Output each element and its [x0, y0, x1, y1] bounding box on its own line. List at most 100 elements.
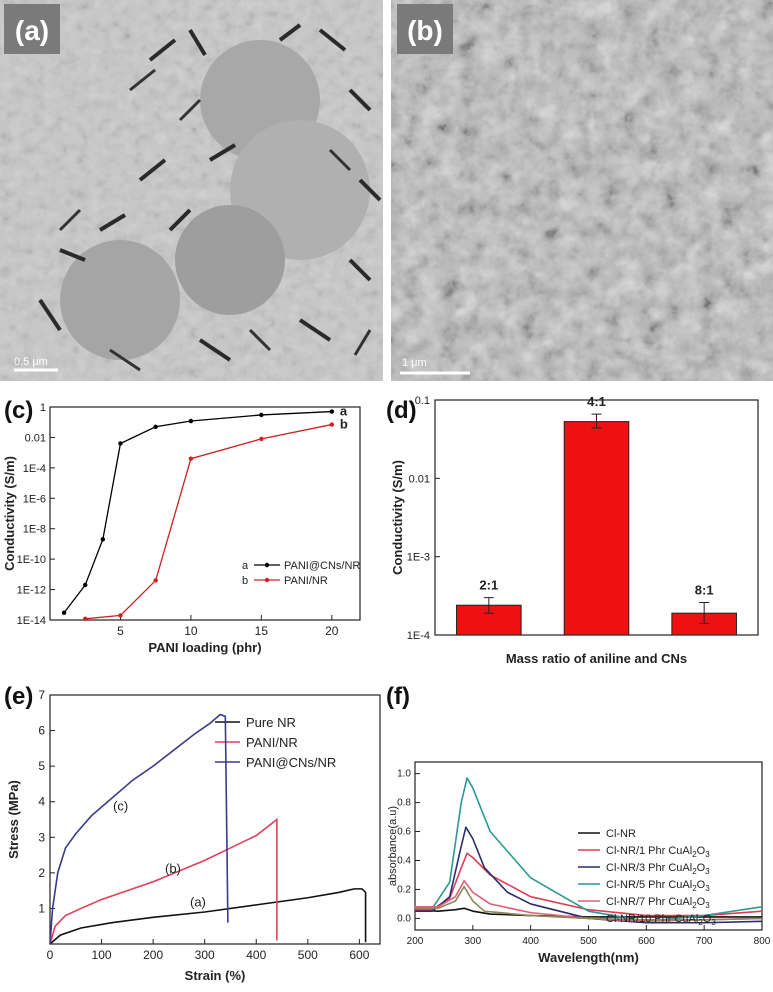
data-point-c-b [188, 456, 194, 461]
y-tick-label-c: 0.01 [25, 432, 46, 444]
legend-marker-c [264, 577, 270, 583]
y-axis-label-d: Conductivity (S/m) [390, 460, 405, 575]
data-point-c-b [329, 422, 335, 427]
chart-f: 200 300 400 500 600 700 800 0.0 0.2 0.4 0.6 0.8 1.0 W… [387, 761, 771, 965]
y-tick-label-f: 1.0 [397, 769, 411, 780]
y-tick-label-c: 1E-6 [23, 493, 46, 505]
data-point-c-b [259, 436, 264, 442]
data-point-c-a [153, 424, 158, 429]
curve-annotation-e: (a) [190, 895, 206, 910]
data-point-c-a [100, 537, 106, 542]
plot-frame-c [49, 406, 361, 621]
data-point-c-a [188, 418, 194, 424]
data-point-c-a [61, 610, 67, 615]
y-tick-label-c: 1E-14 [17, 615, 46, 627]
x-tick-label-f: 500 [580, 936, 597, 947]
y-tick-label-f: 0.6 [397, 827, 411, 838]
y-tick-label-d: 0.01 [409, 473, 430, 485]
x-tick-label-f: 300 [464, 936, 481, 947]
x-tick-label-f: 400 [522, 936, 539, 947]
series-end-label-c: b [340, 417, 348, 432]
y-tick-label-c: 1E-8 [23, 524, 46, 536]
panel-label-e: (e) [4, 683, 33, 710]
y-tick-label-c: 1E-12 [17, 585, 46, 597]
legend-marker-c [264, 562, 270, 568]
legend-label-f: Cl-NR/1 Phr CuAl2O3 [606, 845, 710, 859]
panel-label-b-box: (b) [397, 4, 453, 54]
panel-label-c: (c) [4, 397, 33, 424]
x-tick-label-c: 5 [117, 624, 124, 638]
y-tick-label-e: 2 [38, 866, 45, 880]
data-point-c-a [259, 412, 264, 418]
data-point-c-a [83, 582, 88, 588]
x-tick-label-c: 15 [255, 624, 269, 638]
y-tick-label-d: 0.1 [415, 395, 430, 407]
x-tick-label-f: 700 [696, 936, 713, 947]
legend-label-e: PANI@CNs/NR [246, 755, 336, 770]
y-tick-label-e: 6 [38, 724, 45, 738]
y-tick-label-e: 3 [38, 830, 45, 844]
panel-label-b: (b) [407, 15, 443, 46]
legend-key-c: a [242, 560, 249, 572]
y-tick-label-e: 5 [38, 759, 45, 773]
series-line-c-a [63, 410, 332, 614]
series-line-f [415, 826, 763, 924]
y-tick-label-c: 1E-10 [17, 554, 46, 566]
legend-label-f: Cl-NR/3 Phr CuAl2O3 [606, 862, 710, 876]
legend-label-e: Pure NR [246, 715, 296, 730]
legend-label-c: PANI@CNs/NR [284, 560, 360, 572]
x-tick-label-c: 10 [184, 624, 198, 638]
bar-label-d: 4:1 [587, 394, 606, 409]
y-tick-label-f: 0.8 [397, 798, 411, 809]
x-axis-label-d: Mass ratio of aniline and CNs [506, 651, 687, 666]
data-point-c-a [329, 409, 335, 414]
data-point-c-b [153, 578, 158, 583]
x-tick-label-f: 200 [407, 936, 424, 947]
plot-frame-e [49, 694, 381, 945]
bar-d [563, 421, 630, 636]
panel-label-a-box: (a) [4, 4, 60, 54]
chart-d: 0.1 0.01 1E-3 1E-4 2:1 4:1 8:1 Mass ratio of an… [390, 394, 759, 666]
y-tick-label-f: 0.0 [397, 913, 411, 924]
x-tick-label-f: 800 [754, 936, 771, 947]
y-axis-label-c: Conductivity (S/m) [2, 456, 17, 571]
data-point-c-b [118, 613, 123, 618]
x-tick-label-e: 500 [298, 948, 318, 962]
curve-annotation-e: (b) [165, 861, 181, 876]
y-tick-label-d: 1E-3 [407, 552, 430, 564]
legend-label-c: PANI/NR [284, 575, 328, 587]
scale-bar-a-label: 0.5 μm [14, 356, 48, 368]
y-tick-label-c: 1E-4 [23, 463, 46, 475]
y-axis-label-e: Stress (MPa) [6, 780, 21, 859]
series-line-f [414, 907, 762, 918]
y-axis-label-f: absorbance(a.u) [387, 806, 399, 886]
data-point-c-a [118, 441, 123, 446]
legend-label-f: Cl-NR/5 Phr CuAl2O3 [606, 879, 710, 893]
legend-label-f: Cl-NR/10 Phr CuAl2O3 [606, 913, 716, 927]
x-tick-label-e: 100 [92, 948, 112, 962]
legend-label-f: Cl-NR [606, 828, 636, 840]
chart-e: 0 100 200 300 400 500 600 1 2 3 4 5 6 7 Strain (%) Stre… [6, 688, 381, 983]
series-line-e [49, 817, 278, 945]
y-tick-label-e: 1 [38, 901, 45, 915]
y-tick-label-d: 1E-4 [407, 630, 430, 642]
scale-bar-a: 0.5 μm [14, 356, 58, 372]
series-line-e [49, 888, 367, 945]
curve-annotation-e: (c) [113, 799, 128, 814]
y-tick-label-f: 0.4 [397, 855, 411, 866]
panel-label-f: (f) [386, 683, 410, 710]
series-line-f [415, 879, 763, 923]
x-tick-label-e: 200 [143, 948, 163, 962]
x-tick-label-e: 400 [246, 948, 266, 962]
series-line-c-b [85, 423, 332, 620]
y-tick-label-f: 0.2 [397, 884, 411, 895]
scale-bar-b-label: 1 μm [402, 357, 427, 369]
scale-bar-b: 1 μm [400, 357, 470, 375]
x-tick-label-f: 600 [638, 936, 655, 947]
series-end-label-c: a [340, 404, 348, 419]
series-line-e [49, 713, 229, 945]
data-point-c-b [83, 616, 88, 621]
chart-c: 5 10 15 20 1 0.01 1E-4 1E-6 1E-8 1E-10 1E-12 1E-14 P… [2, 402, 361, 655]
bar-label-d: 8:1 [695, 582, 714, 597]
